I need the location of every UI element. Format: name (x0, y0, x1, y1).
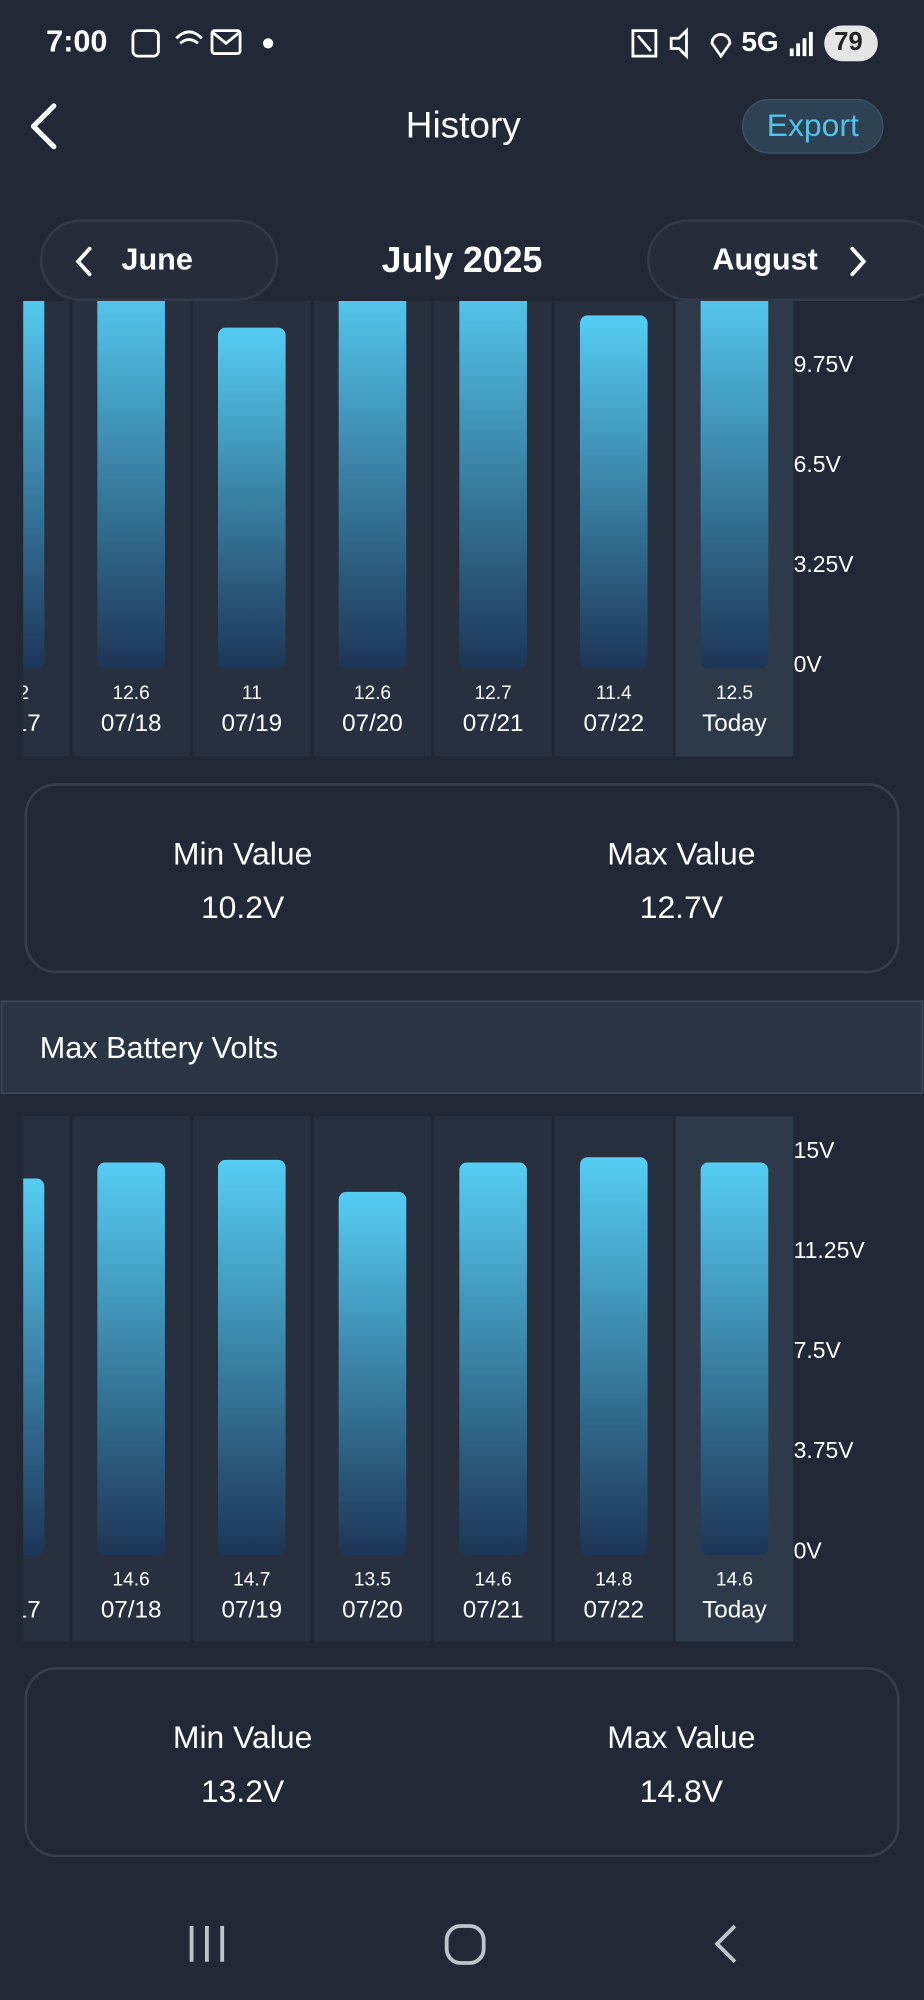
y-tick-label: 7.5V (794, 1337, 842, 1363)
prev-month: June (121, 243, 192, 277)
bar (459, 301, 527, 669)
value-label: 12.6 (354, 683, 391, 704)
max-value: 12.7V (640, 889, 724, 925)
date-label: 07/21 (463, 1596, 524, 1623)
status-time: 7:00 (46, 24, 107, 58)
bar (338, 301, 407, 669)
value-label: 12.7 (475, 683, 512, 704)
prev-month-button[interactable] (39, 219, 279, 302)
status-icons (131, 27, 732, 60)
bar (579, 1157, 648, 1555)
date-label: Today (702, 1596, 768, 1623)
y-tick-label: 9.75V (794, 351, 855, 377)
value-label: 13.5 (354, 1569, 391, 1590)
y-tick-label: 3.75V (794, 1437, 855, 1463)
value-label: 14.6 (716, 1569, 753, 1590)
date-label: 07/17 (0, 1596, 41, 1623)
min-value: 10.2V (201, 889, 285, 925)
value-label: 14.7 (233, 1569, 270, 1590)
battery-level: 79 (834, 28, 862, 56)
value-label: 12.6 (113, 683, 150, 704)
y-tick-label: 0V (794, 1537, 823, 1563)
value-label: 11.4 (596, 683, 632, 704)
section-title: Max Battery Volts (40, 1031, 278, 1065)
bar (217, 327, 286, 669)
min-label: Min Value (173, 1719, 312, 1755)
bar (23, 1178, 45, 1555)
max-value: 14.8V (640, 1773, 724, 1809)
bar (217, 1159, 286, 1555)
y-tick-label: 6.5V (794, 451, 842, 477)
date-label: 07/20 (342, 710, 403, 737)
y-tick-label: 3.25V (794, 551, 855, 577)
max-label: Max Value (607, 1719, 755, 1755)
next-month-button[interactable] (646, 219, 924, 302)
prev-chevron (75, 246, 92, 277)
date-label: Today (702, 710, 768, 737)
next-month: August (712, 243, 817, 277)
back-button[interactable] (30, 103, 57, 150)
bar (579, 315, 648, 669)
bar (97, 301, 165, 669)
export-label: Export (767, 107, 859, 143)
next-chevron (850, 246, 867, 277)
date-label: 07/18 (101, 1596, 162, 1623)
value-label: 12.2 (0, 683, 29, 704)
min-value: 13.2V (201, 1773, 285, 1809)
system-nav (189, 1924, 737, 1965)
y-tick-label: 11.25V (794, 1237, 866, 1263)
date-label: 07/18 (101, 710, 162, 737)
signal-icon (789, 31, 813, 57)
bar (97, 1162, 165, 1555)
y-tick-label: 0V (794, 651, 823, 677)
bar (23, 301, 45, 669)
export-button[interactable] (741, 98, 884, 154)
value-label: 11 (242, 683, 262, 704)
battery-icon (824, 25, 878, 62)
page-title: History (406, 104, 522, 145)
bar (459, 1162, 527, 1555)
date-label: 07/20 (342, 1596, 403, 1623)
status-network: 5G (741, 26, 778, 57)
date-label: 07/19 (221, 1596, 282, 1623)
bar (700, 1162, 769, 1555)
min-label: Min Value (173, 835, 312, 871)
status-dot (263, 38, 274, 49)
current-month: July 2025 (382, 240, 543, 280)
date-label: 07/21 (463, 710, 524, 737)
bar (338, 1191, 407, 1555)
section-header (0, 1000, 924, 1095)
stats-card (24, 783, 900, 974)
bar-chart: 1407/1714.607/1814.707/1913.507/2014.607… (0, 1116, 794, 1642)
date-label: 07/22 (583, 1596, 644, 1623)
bar (700, 301, 769, 669)
stats-card (24, 1667, 900, 1858)
value-label: 14.6 (475, 1569, 512, 1590)
value-label: 14.8 (595, 1569, 632, 1590)
value-label: 12.5 (716, 683, 753, 704)
date-label: 07/22 (583, 710, 644, 737)
bar-chart: 12.2 07/17 12.6 07/18 11 07/19 12.6 07/20 12.7 07… (0, 301, 794, 757)
max-label: Max Value (607, 835, 755, 871)
date-label: 07/19 (221, 710, 282, 737)
date-label: 07/17 (0, 710, 41, 737)
value-label: 14.6 (113, 1569, 150, 1590)
y-tick-label: 15V (794, 1137, 836, 1163)
